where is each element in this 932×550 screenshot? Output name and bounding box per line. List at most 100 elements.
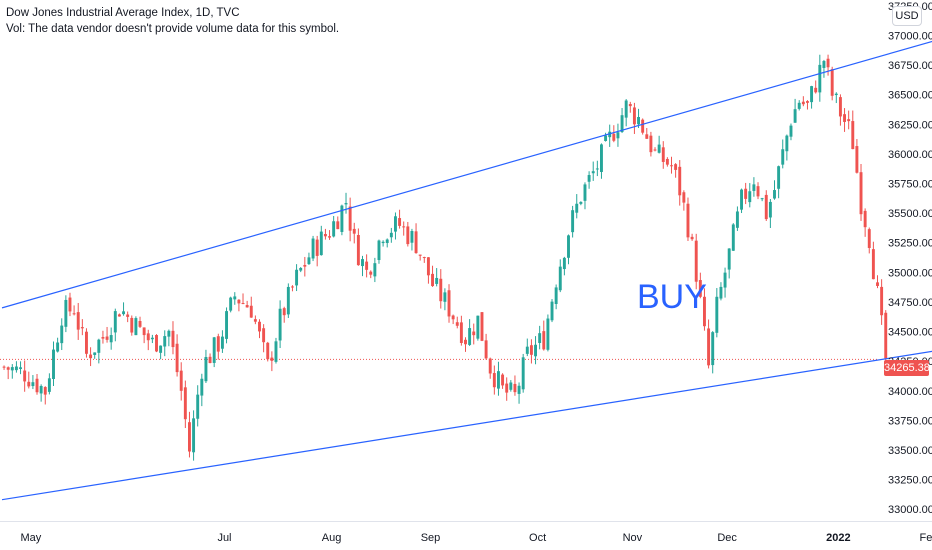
currency-button[interactable]: USD xyxy=(892,6,922,26)
candle xyxy=(587,171,591,189)
candle xyxy=(806,100,809,110)
time-axis[interactable]: MayJulAugSepOctNovDec2022Feb2AprMay xyxy=(20,532,932,544)
candle xyxy=(35,373,39,395)
candle xyxy=(538,325,542,350)
candle xyxy=(550,299,554,323)
candle xyxy=(612,125,616,143)
x-tick-label: Sep xyxy=(421,532,441,544)
y-tick-label: 35750.00 xyxy=(888,179,932,191)
y-tick-label: 36500.00 xyxy=(888,90,932,102)
x-tick-label: Oct xyxy=(529,532,546,544)
candle xyxy=(595,160,599,177)
candle xyxy=(245,300,249,308)
candle xyxy=(229,296,233,313)
candle xyxy=(122,302,125,316)
candle xyxy=(89,347,93,367)
candle xyxy=(274,337,278,364)
candle xyxy=(880,279,884,325)
candle xyxy=(810,85,814,109)
candle xyxy=(674,163,678,178)
candle xyxy=(497,361,500,396)
candle xyxy=(529,339,533,364)
candle xyxy=(773,180,776,200)
y-tick-label: 33250.00 xyxy=(888,475,932,487)
candle xyxy=(105,326,109,343)
x-tick-label: 2022 xyxy=(826,532,850,544)
candle xyxy=(336,216,340,230)
candle xyxy=(332,216,336,238)
candle xyxy=(517,382,521,404)
candle xyxy=(315,235,319,267)
candle xyxy=(830,66,834,101)
candle xyxy=(670,156,673,174)
candle xyxy=(171,321,175,355)
lower-trendline[interactable] xyxy=(1,302,932,501)
y-tick-label: 34000.00 xyxy=(888,386,932,398)
candle xyxy=(756,182,760,200)
price-axis[interactable]: 33000.00 33250.00 33500.00 33750.00 34000.00… xyxy=(888,1,932,516)
candle xyxy=(319,225,323,256)
candle xyxy=(163,330,167,357)
candle xyxy=(303,256,307,277)
candle xyxy=(389,227,393,243)
candle xyxy=(558,259,562,293)
candle xyxy=(23,360,27,392)
candle xyxy=(785,134,789,161)
candle xyxy=(328,230,331,240)
candle xyxy=(76,302,80,340)
candle xyxy=(571,205,575,238)
candle xyxy=(373,257,377,283)
candle xyxy=(286,283,290,318)
candle xyxy=(14,361,18,373)
candle xyxy=(459,315,463,346)
candle xyxy=(311,235,315,262)
candle xyxy=(126,311,130,323)
candle xyxy=(768,199,772,229)
buy-annotation: BUY xyxy=(637,278,707,316)
candle xyxy=(476,315,480,341)
candle xyxy=(567,234,570,265)
candle xyxy=(56,337,60,353)
candle xyxy=(155,334,158,353)
candle xyxy=(826,54,830,76)
candle xyxy=(727,248,731,279)
candle xyxy=(690,233,694,241)
candle xyxy=(682,190,686,211)
candle xyxy=(150,334,154,344)
candle xyxy=(410,228,414,251)
candle xyxy=(604,132,608,142)
x-tick-label: Aug xyxy=(322,532,342,544)
symbol-title: Dow Jones Industrial Average Index, 1D, … xyxy=(6,7,240,19)
candle xyxy=(472,323,476,345)
candle xyxy=(414,223,418,254)
y-tick-label: 33750.00 xyxy=(888,415,932,427)
candle xyxy=(546,314,550,352)
candle xyxy=(657,135,661,154)
candle xyxy=(731,223,735,251)
candle xyxy=(715,288,719,338)
candle xyxy=(678,160,682,206)
candle xyxy=(208,353,212,364)
y-tick-label: 35250.00 xyxy=(888,238,932,250)
candle xyxy=(884,310,888,365)
candle xyxy=(735,206,739,231)
candle xyxy=(843,108,846,132)
candle xyxy=(146,329,150,351)
candle xyxy=(871,241,875,280)
candle xyxy=(847,110,851,130)
candle xyxy=(513,375,517,396)
candle xyxy=(620,107,624,134)
candle xyxy=(39,384,43,402)
candle xyxy=(47,373,51,395)
candle xyxy=(196,385,200,427)
candle xyxy=(439,269,443,309)
candle xyxy=(394,212,397,240)
candle xyxy=(525,338,529,357)
candle xyxy=(31,375,35,390)
candle xyxy=(801,96,805,107)
candle xyxy=(632,102,636,134)
upper-trendline[interactable] xyxy=(1,0,932,309)
candle xyxy=(64,295,68,333)
candle xyxy=(406,221,410,247)
